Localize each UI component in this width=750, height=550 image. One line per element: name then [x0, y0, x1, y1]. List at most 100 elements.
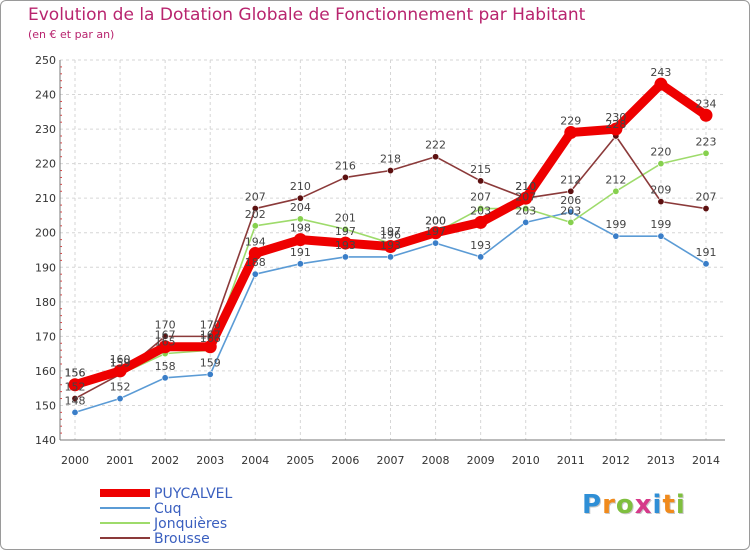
- data-label-jonquieres: 165: [155, 336, 176, 349]
- legend-label-jonquieres: Jonquières: [153, 516, 227, 532]
- point-jonquieres: [296, 215, 304, 223]
- point-brousse: [567, 187, 575, 195]
- x-tick-label: 2010: [512, 454, 540, 467]
- data-label-brousse: 170: [200, 318, 221, 331]
- data-label-puycalvel: 194: [245, 235, 266, 248]
- logo-letter: i: [652, 490, 663, 520]
- data-label-jonquieres: 204: [290, 201, 311, 214]
- data-label-cuq: 193: [380, 239, 401, 252]
- point-cuq: [612, 232, 620, 240]
- data-label-puycalvel: 167: [200, 329, 221, 342]
- point-puycalvel: [564, 126, 578, 140]
- point-cuq: [386, 253, 394, 261]
- x-tick-label: 2014: [692, 454, 720, 467]
- x-tick-label: 2004: [241, 454, 269, 467]
- logo-letter: x: [634, 490, 653, 520]
- point-brousse: [251, 205, 259, 213]
- point-brousse: [477, 177, 485, 185]
- x-tick-label: 2012: [602, 454, 630, 467]
- point-cuq: [477, 253, 485, 261]
- point-brousse: [341, 173, 349, 181]
- data-label-cuq: 193: [335, 239, 356, 252]
- x-tick-label: 2005: [286, 454, 314, 467]
- data-label-puycalvel: 229: [560, 115, 581, 128]
- point-brousse: [432, 153, 440, 161]
- data-label-cuq: 188: [245, 256, 266, 269]
- x-tick-label: 2011: [557, 454, 585, 467]
- data-label-puycalvel: 243: [650, 66, 671, 79]
- data-label-cuq: 203: [515, 204, 536, 217]
- y-tick-label: 160: [35, 365, 56, 378]
- data-label-jonquieres: 166: [200, 332, 221, 345]
- chart-title: Evolution de la Dotation Globale de Fonc…: [28, 5, 586, 25]
- point-cuq: [657, 232, 665, 240]
- legend-label-brousse: Brousse: [154, 531, 210, 547]
- data-label-brousse: 170: [155, 318, 176, 331]
- point-jonquieres: [657, 160, 665, 168]
- data-label-cuq: 148: [65, 394, 86, 407]
- series-puycalvel: [68, 77, 713, 392]
- data-label-brousse: 207: [696, 191, 717, 204]
- point-cuq: [341, 253, 349, 261]
- point-jonquieres: [522, 205, 530, 213]
- point-puycalvel: [293, 233, 307, 247]
- data-label-cuq: 191: [696, 246, 717, 259]
- data-label-puycalvel: 167: [155, 329, 176, 342]
- point-puycalvel: [609, 122, 623, 136]
- data-label-puycalvel: 160: [110, 353, 131, 366]
- point-cuq: [206, 370, 214, 378]
- proxiti-logo: Proxiti: [582, 490, 686, 520]
- data-label-cuq: 206: [560, 194, 581, 207]
- data-label-cuq: 199: [650, 218, 671, 231]
- x-tick-label: 2007: [377, 454, 405, 467]
- logo-letter: t: [662, 490, 676, 520]
- x-tick-label: 2002: [151, 454, 179, 467]
- data-label-jonquieres: 223: [696, 135, 717, 148]
- x-tick-label: 2013: [647, 454, 675, 467]
- x-tick-label: 2008: [422, 454, 450, 467]
- axes: 140 150 160 170 180 190 200 210 220 230 240 250 2000…: [35, 54, 725, 467]
- point-puycalvel: [68, 378, 82, 392]
- point-jonquieres: [341, 225, 349, 233]
- point-cuq: [522, 218, 530, 226]
- point-jonquieres: [251, 222, 259, 230]
- point-puycalvel: [429, 226, 443, 240]
- data-label-cuq: 197: [425, 225, 446, 238]
- point-brousse: [386, 167, 394, 175]
- point-puycalvel: [519, 191, 533, 205]
- point-brousse: [296, 194, 304, 202]
- data-label-cuq: 199: [605, 218, 626, 231]
- point-cuq: [251, 270, 259, 278]
- data-label-jonquieres: 202: [245, 208, 266, 221]
- data-label-jonquieres: 201: [335, 211, 356, 224]
- series-cuq: [71, 208, 710, 416]
- data-label-brousse: 210: [290, 180, 311, 193]
- logo-letter: r: [602, 490, 616, 520]
- data-label-brousse: 207: [245, 191, 266, 204]
- x-tick-label: 2001: [106, 454, 134, 467]
- data-label-puycalvel: 203: [470, 204, 491, 217]
- x-tick-label: 2000: [61, 454, 89, 467]
- data-label-cuq: 152: [110, 381, 131, 394]
- y-tick-label: 190: [35, 261, 56, 274]
- data-label-brousse: 215: [470, 163, 491, 176]
- y-tick-label: 200: [35, 227, 56, 240]
- point-puycalvel: [113, 364, 127, 378]
- point-cuq: [432, 239, 440, 247]
- x-tick-label: 2003: [196, 454, 224, 467]
- y-tick-label: 210: [35, 192, 56, 205]
- point-puycalvel: [158, 340, 172, 354]
- data-label-brousse: 212: [560, 173, 581, 186]
- data-label-jonquieres: 220: [650, 146, 671, 159]
- point-cuq: [702, 260, 710, 268]
- data-label-jonquieres: 200: [425, 215, 446, 228]
- data-label-jonquieres: 207: [470, 191, 491, 204]
- point-brousse: [161, 332, 169, 340]
- point-puycalvel: [699, 108, 713, 122]
- point-cuq: [116, 395, 124, 403]
- data-label-puycalvel: 196: [380, 229, 401, 242]
- data-label-brousse: 159: [110, 356, 131, 369]
